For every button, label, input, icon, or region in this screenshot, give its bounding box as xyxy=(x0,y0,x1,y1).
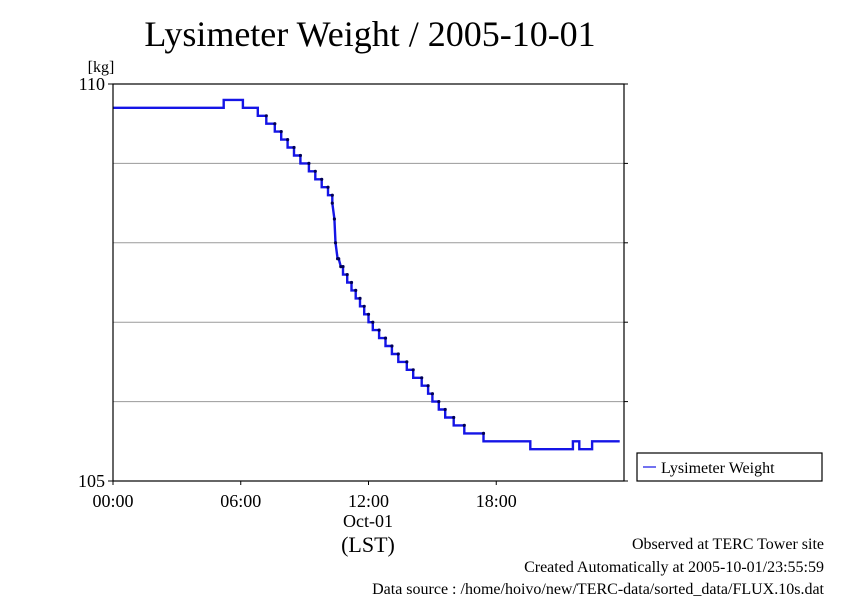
data-point xyxy=(452,415,456,420)
data-point xyxy=(362,304,366,308)
data-point xyxy=(390,344,394,348)
data-point xyxy=(396,352,400,356)
plot-frame xyxy=(112,83,625,482)
data-point xyxy=(330,193,334,197)
data-point xyxy=(320,177,324,181)
chart-title: Lysimeter Weight / 2005-10-01 xyxy=(144,14,596,54)
x-tick-label: 12:00 xyxy=(348,491,389,511)
x-axis-date-label: Oct-01 xyxy=(343,511,393,531)
data-point xyxy=(326,185,330,189)
data-point xyxy=(286,138,290,142)
data-point xyxy=(339,265,343,269)
x-tick-label: 00:00 xyxy=(92,491,133,511)
legend-box xyxy=(636,452,823,482)
data-point xyxy=(426,384,430,388)
data-point xyxy=(330,201,334,205)
data-point xyxy=(354,288,358,292)
footer-source: Data source : /home/hoivo/new/TERC-data/… xyxy=(372,581,824,598)
data-point xyxy=(337,257,341,261)
data-point xyxy=(358,296,362,300)
data-point xyxy=(349,280,354,285)
data-point xyxy=(366,312,371,316)
series-line xyxy=(113,98,620,451)
footer: Observed at TERC Tower site Created Auto… xyxy=(372,534,824,602)
y-axis-label: [kg] xyxy=(88,59,115,76)
tick-layer: 00:00 06:00 12:00 18:00 110 105 xyxy=(78,74,628,511)
data-point xyxy=(405,360,409,364)
data-point xyxy=(264,114,268,118)
x-tick-label: 06:00 xyxy=(220,491,261,511)
data-point xyxy=(420,376,424,380)
y-tick-label: 105 xyxy=(78,471,105,491)
x-axis-label: (LST) xyxy=(341,532,395,557)
data-point xyxy=(313,169,317,173)
data-point xyxy=(333,241,338,245)
data-point xyxy=(481,431,486,435)
x-tick-label: 18:00 xyxy=(476,491,517,511)
legend-label: Lysimeter Weight xyxy=(661,460,775,477)
data-point xyxy=(430,392,434,396)
footer-site: Observed at TERC Tower site xyxy=(631,536,824,553)
legend: Lysimeter Weight xyxy=(636,452,823,482)
data-point xyxy=(341,265,345,269)
data-point xyxy=(279,130,283,134)
data-point xyxy=(371,320,375,324)
data-point xyxy=(292,145,296,150)
data-point xyxy=(443,407,447,412)
data-point xyxy=(307,161,311,165)
data-point xyxy=(273,122,277,126)
series-layer xyxy=(113,98,620,451)
data-point xyxy=(462,423,466,427)
data-point xyxy=(383,336,388,340)
data-point xyxy=(298,153,302,158)
data-point xyxy=(437,400,441,404)
data-point xyxy=(345,273,349,277)
footer-created: Created Automatically at 2005-10-01/23:5… xyxy=(524,558,824,576)
y-tick-label: 110 xyxy=(79,74,105,94)
series-markers xyxy=(264,114,486,435)
data-point xyxy=(332,217,336,221)
grid-layer xyxy=(113,162,624,403)
data-point xyxy=(377,328,381,332)
data-point xyxy=(411,368,415,372)
